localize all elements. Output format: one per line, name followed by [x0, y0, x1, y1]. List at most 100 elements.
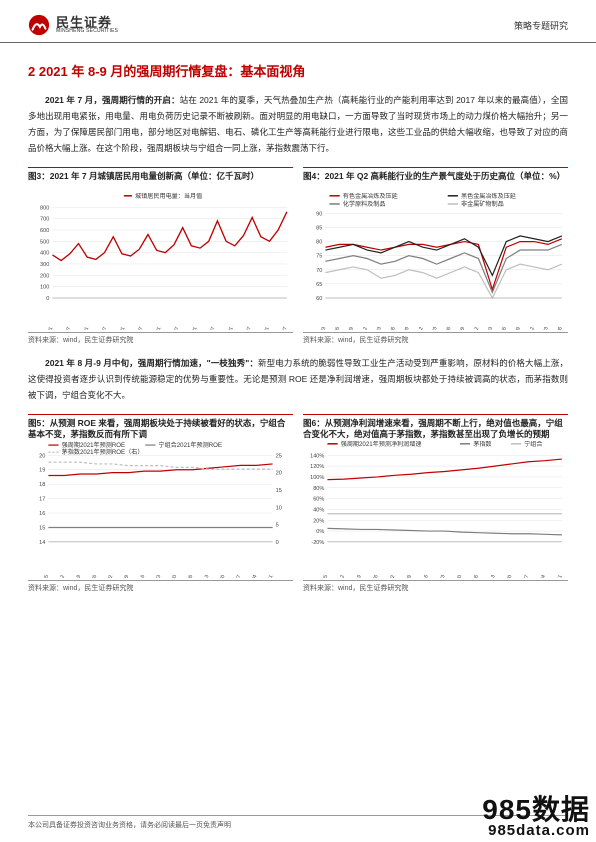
svg-text:0: 0: [46, 296, 49, 302]
svg-text:2020-07: 2020-07: [241, 326, 253, 331]
paragraph-1: 2021 年 7 月，强周期行情的开启：站在 2021 年的夏季，天气热叠加生产…: [28, 92, 568, 157]
svg-text:70: 70: [316, 267, 322, 273]
svg-text:宁组合2021年预测ROE: 宁组合2021年预测ROE: [158, 441, 222, 449]
svg-text:2015-01: 2015-01: [42, 326, 54, 331]
header-category: 策略专题研究: [514, 19, 568, 32]
logo-text-en: MINSHENG SECURITIES: [56, 29, 118, 34]
svg-text:600: 600: [40, 228, 49, 234]
chart-4-svg: 有色金属冶炼及压延黑色金属冶炼及压延化学原料及制品非金属矿物制品60657075…: [303, 193, 568, 331]
page-content: 2 2021 年 8-9 月的强周期行情复盘：基本面视角 2021 年 7 月，…: [0, 43, 596, 601]
chart-6-source: 资料来源：wind，民生证券研究院: [303, 580, 568, 593]
svg-text:400: 400: [40, 250, 49, 256]
svg-text:2021-07-19: 2021-07-19: [348, 574, 363, 579]
svg-text:2017-07: 2017-07: [132, 326, 144, 331]
svg-text:75: 75: [316, 253, 322, 259]
svg-text:2020-03: 2020-03: [482, 326, 494, 331]
svg-text:2021-07-12: 2021-07-12: [332, 574, 347, 579]
svg-text:80%: 80%: [313, 485, 324, 491]
svg-text:200: 200: [40, 273, 49, 279]
svg-text:2021-06: 2021-06: [552, 326, 564, 331]
page-header: 民生证券 MINSHENG SECURITIES 策略专题研究: [0, 0, 596, 43]
svg-text:2021-09-27: 2021-09-27: [516, 574, 531, 579]
svg-text:2021-08-16: 2021-08-16: [415, 574, 430, 579]
svg-text:茅指数2021年预测ROE（右）: 茅指数2021年预测ROE（右）: [62, 448, 144, 456]
svg-text:2021-01: 2021-01: [259, 326, 271, 331]
svg-text:2021-07-12: 2021-07-12: [52, 574, 67, 579]
svg-text:2021-07: 2021-07: [277, 326, 289, 331]
svg-text:2018-07: 2018-07: [169, 326, 181, 331]
svg-text:2017-01: 2017-01: [114, 326, 126, 331]
paragraph-2: 2021 年 8 月-9 月中旬，强周期行情加速，"一枝独秀"：新型电力系统的脆…: [28, 355, 568, 403]
svg-text:2021-08-09: 2021-08-09: [116, 574, 131, 579]
svg-text:2018-12: 2018-12: [413, 326, 425, 331]
svg-text:2015-07: 2015-07: [60, 326, 72, 331]
svg-text:2021-07-26: 2021-07-26: [84, 574, 99, 579]
svg-text:2019-09: 2019-09: [454, 326, 466, 331]
svg-text:2020-09: 2020-09: [510, 326, 522, 331]
chart-5-source: 资料来源：wind，民生证券研究院: [28, 580, 293, 593]
svg-text:2021-09-27: 2021-09-27: [228, 574, 243, 579]
chart-4-source: 资料来源：wind，民生证券研究院: [303, 332, 568, 345]
svg-text:140%: 140%: [310, 453, 324, 459]
svg-text:2018-01: 2018-01: [151, 326, 163, 331]
logo-icon: [28, 14, 50, 36]
chart-3-title: 图3：2021 年 7 月城镇居民用电量创新高（单位：亿千瓦时）: [28, 167, 293, 193]
svg-text:40%: 40%: [313, 507, 324, 513]
svg-text:宁组合: 宁组合: [524, 441, 542, 448]
svg-text:2020-01: 2020-01: [223, 326, 235, 331]
svg-text:2021-07-05: 2021-07-05: [36, 574, 51, 579]
svg-text:19: 19: [39, 467, 45, 473]
svg-text:茅指数: 茅指数: [473, 441, 491, 448]
svg-text:800: 800: [40, 205, 49, 211]
chart-5-svg: 强周期2021年预测ROE宁组合2021年预测ROE茅指数2021年预测ROE（…: [28, 441, 293, 579]
svg-text:黑色金属冶炼及压延: 黑色金属冶炼及压延: [461, 193, 516, 200]
chart-6-svg: 强周期2021年预测净利润增速茅指数宁组合-20%0%20%40%60%80%1…: [303, 441, 568, 579]
section-title: 2 2021 年 8-9 月的强周期行情复盘：基本面视角: [28, 61, 568, 80]
logo: 民生证券 MINSHENG SECURITIES: [28, 14, 118, 36]
svg-text:2021-09-20: 2021-09-20: [212, 574, 227, 579]
svg-text:城镇居民用电量：当月值: 城镇居民用电量：当月值: [135, 193, 202, 200]
svg-text:2021-10-11: 2021-10-11: [549, 574, 563, 579]
svg-text:2017-06: 2017-06: [329, 326, 341, 331]
svg-text:300: 300: [40, 262, 49, 268]
svg-text:2021-10-11: 2021-10-11: [260, 574, 274, 579]
svg-text:20%: 20%: [313, 518, 324, 524]
svg-text:2021-08-23: 2021-08-23: [148, 574, 163, 579]
svg-text:2018-03: 2018-03: [371, 326, 383, 331]
svg-text:65: 65: [316, 281, 322, 287]
svg-text:100: 100: [40, 284, 49, 290]
svg-text:非金属矿物制品: 非金属矿物制品: [461, 200, 504, 208]
svg-text:有色金属冶炼及压延: 有色金属冶炼及压延: [343, 193, 398, 200]
svg-text:100%: 100%: [310, 474, 324, 480]
svg-text:120%: 120%: [310, 464, 324, 470]
svg-text:2018-09: 2018-09: [399, 326, 411, 331]
svg-text:2021-09-06: 2021-09-06: [180, 574, 195, 579]
chart-4-title: 图4：2021 年 Q2 高耗能行业的生产景气度处于历史高位（单位：%）: [303, 167, 568, 193]
svg-text:2019-06: 2019-06: [440, 326, 452, 331]
svg-text:500: 500: [40, 239, 49, 245]
svg-text:2021-03: 2021-03: [538, 326, 550, 331]
svg-text:2021-09-20: 2021-09-20: [499, 574, 514, 579]
svg-text:2016-01: 2016-01: [78, 326, 90, 331]
svg-text:15: 15: [39, 525, 45, 531]
svg-text:25: 25: [276, 453, 282, 459]
svg-text:2021-07-19: 2021-07-19: [68, 574, 83, 579]
svg-text:2021-09-13: 2021-09-13: [482, 574, 497, 579]
svg-text:2017-12: 2017-12: [357, 326, 369, 331]
svg-text:2021-08-30: 2021-08-30: [449, 574, 464, 579]
svg-text:700: 700: [40, 216, 49, 222]
svg-text:2017-09: 2017-09: [343, 326, 355, 331]
svg-text:2021-07-05: 2021-07-05: [315, 574, 330, 579]
svg-text:2021-07-26: 2021-07-26: [365, 574, 380, 579]
chart-6: 图6：从预测净利润增速来看，强周期不断上行，绝对值也最高，宁组合变化不大，绝对值…: [303, 414, 568, 594]
svg-text:2021-10-04: 2021-10-04: [244, 574, 259, 579]
svg-text:80: 80: [316, 239, 322, 245]
svg-text:2021-10-04: 2021-10-04: [532, 574, 547, 579]
svg-text:2021-08-02: 2021-08-02: [382, 574, 397, 579]
svg-text:90: 90: [316, 211, 322, 217]
svg-text:2018-06: 2018-06: [385, 326, 397, 331]
svg-text:2021-08-02: 2021-08-02: [100, 574, 115, 579]
svg-text:60: 60: [316, 296, 322, 302]
svg-text:20: 20: [276, 470, 282, 476]
chart-3-source: 资料来源：wind，民生证券研究院: [28, 332, 293, 345]
